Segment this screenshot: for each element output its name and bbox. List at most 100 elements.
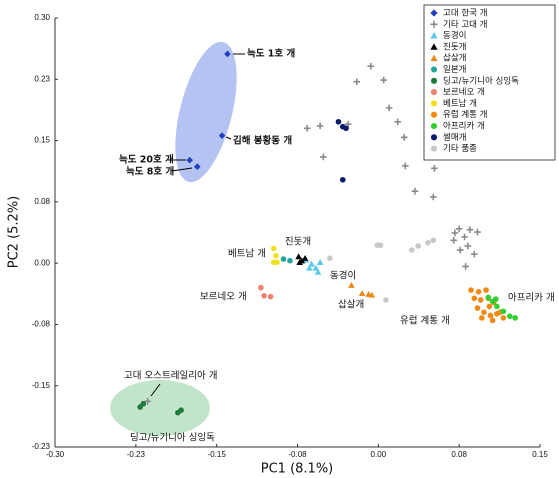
legend-marker <box>430 134 438 141</box>
point <box>273 252 279 259</box>
point <box>507 313 513 320</box>
x-tick-label: -0.30 <box>46 450 65 459</box>
point <box>287 257 293 264</box>
point <box>401 162 409 170</box>
legend-label: 보르네오 개 <box>443 87 485 98</box>
point <box>415 243 422 249</box>
y-tick-label: -0.08 <box>32 320 51 329</box>
point <box>140 400 147 407</box>
point <box>377 242 384 248</box>
annotation: 아프리카 개 <box>508 293 555 304</box>
point <box>193 163 201 171</box>
legend-marker <box>430 77 438 84</box>
annotation: 늑도 20호 개 <box>119 154 174 166</box>
legend-box <box>423 4 556 161</box>
point <box>489 317 496 324</box>
x-axis-label: PC1 (8.1%) <box>261 462 334 477</box>
point <box>466 226 474 233</box>
point <box>296 259 303 265</box>
legend-marker <box>430 20 438 28</box>
point <box>144 397 151 405</box>
point <box>295 253 302 260</box>
annotation: 삽살개 <box>338 300 364 311</box>
point <box>394 118 402 126</box>
point <box>270 259 277 266</box>
y-tick-label: 0.15 <box>34 136 50 145</box>
legend-label: 아프리카 개 <box>443 121 485 132</box>
legend-label: 삽살개 <box>443 53 466 64</box>
annotation: 딩고/뉴기니아 싱잉독 <box>130 432 215 444</box>
point <box>430 193 437 201</box>
point <box>301 254 309 261</box>
point <box>316 259 324 265</box>
point <box>261 293 267 299</box>
annotation: 늑도 1호 개 <box>247 48 295 60</box>
x-tick-label: -0.08 <box>288 450 307 459</box>
korea-ellipse <box>175 41 237 183</box>
point <box>431 165 438 172</box>
point <box>494 303 500 310</box>
point <box>327 255 333 262</box>
point <box>367 62 375 70</box>
point <box>450 236 458 244</box>
point <box>500 315 507 321</box>
x-tick-label: -0.15 <box>208 450 227 459</box>
point <box>468 287 474 293</box>
point <box>335 118 342 125</box>
point <box>280 256 287 262</box>
point <box>464 242 472 250</box>
point <box>487 312 494 319</box>
point <box>178 407 184 414</box>
point <box>485 294 492 301</box>
point <box>368 291 376 298</box>
point <box>186 156 194 164</box>
point <box>512 315 519 321</box>
legend-marker <box>430 43 438 50</box>
point <box>461 233 468 241</box>
legend-label: 동경이 <box>443 30 466 41</box>
legend-label: 썰매개 <box>443 132 466 143</box>
point <box>477 297 484 303</box>
point <box>353 78 361 86</box>
point <box>478 315 485 321</box>
legend-marker <box>430 122 438 130</box>
point <box>474 228 481 236</box>
arrow <box>150 383 161 397</box>
point <box>314 268 322 275</box>
point <box>400 134 408 141</box>
legend-label: 베트남 개 <box>443 98 477 109</box>
y-tick-label: 0.30 <box>34 13 50 22</box>
point <box>408 247 415 253</box>
annotation: 베트남 개 <box>228 249 266 260</box>
x-tick-label: 0.00 <box>371 450 387 459</box>
point <box>425 239 431 246</box>
point <box>493 296 499 302</box>
point <box>483 287 489 293</box>
legend-label: 기타 품종 <box>443 144 477 154</box>
y-tick-label: -0.15 <box>32 381 51 390</box>
point <box>430 237 437 244</box>
annotation: 고대 오스트레일리아 개 <box>124 371 217 382</box>
legend-marker <box>430 54 438 62</box>
point <box>224 50 231 58</box>
point <box>270 245 277 252</box>
point <box>343 125 349 132</box>
point <box>475 288 482 295</box>
point <box>486 303 493 310</box>
legend-label: 유럽 계통 개 <box>443 109 488 120</box>
point <box>358 290 366 297</box>
point <box>218 132 226 139</box>
point <box>462 263 469 270</box>
point <box>303 125 311 132</box>
y-tick-label: 0.23 <box>34 74 50 83</box>
point <box>500 308 507 315</box>
legend-label: 고대 한국 개 <box>443 8 488 19</box>
point <box>348 281 355 288</box>
x-tick-label: -0.23 <box>127 450 146 459</box>
point <box>481 309 487 315</box>
legend-label: 일본개 <box>443 64 466 75</box>
legend-label: 진돗개 <box>443 41 466 52</box>
point <box>455 225 463 233</box>
annotation: 유럽 계통 개 <box>400 315 450 327</box>
